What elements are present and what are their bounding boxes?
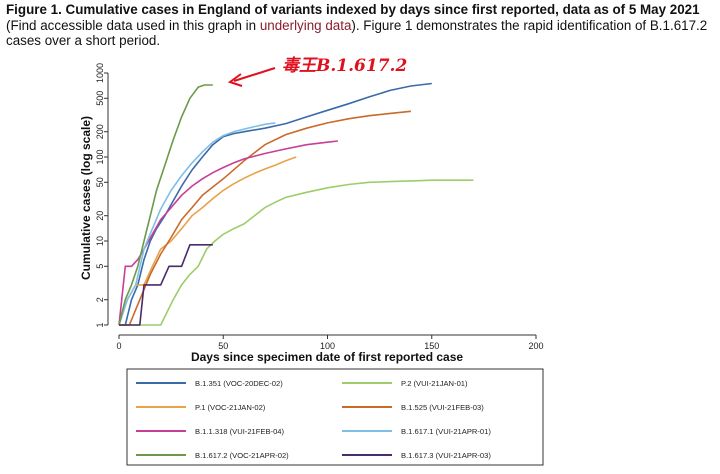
- y-axis-label: Cumulative cases (log scale): [79, 116, 93, 280]
- y-tick-label: 1: [95, 322, 105, 327]
- figure-title: Figure 1. Cumulative cases in England of…: [6, 2, 700, 17]
- x-tick-label: 200: [528, 341, 543, 351]
- annotation-arrow: [227, 67, 276, 87]
- x-tick-label: 150: [424, 341, 439, 351]
- annotation-label: 毒王B.1.617.2: [282, 56, 407, 76]
- legend-label: B.1.1.318 (VUI-21FEB-04): [195, 427, 285, 436]
- x-axis-label: Days since specimen date of first report…: [191, 350, 463, 364]
- y-tick-label: 50: [95, 177, 105, 187]
- legend-label: B.1.351 (VOC-20DEC-02): [195, 379, 283, 388]
- series-line-5: [118, 122, 276, 326]
- legend-label: B.1.617.3 (VUI-21APR-03): [401, 451, 491, 460]
- series-line-7: [119, 244, 213, 326]
- series-line-3: [119, 110, 411, 326]
- y-tick-label: 2: [95, 297, 105, 302]
- legend-label: B.1.617.2 (VOC-21APR-02): [195, 451, 289, 460]
- caption-line-2: (Find accessible data used in this graph…: [6, 17, 708, 33]
- y-tick-label: 20: [95, 211, 105, 221]
- x-tick-label: 50: [218, 341, 228, 351]
- figure-caption: Figure 1. Cumulative cases in England of…: [6, 2, 714, 49]
- axes: 0 50 100 150 200 1 2 5 10 20 50 100 200 500 1000: [95, 63, 544, 351]
- y-tick-label: 10: [95, 236, 105, 246]
- series-lines: [118, 82, 474, 326]
- legend: B.1.351 (VOC-20DEC-02) P.2 (VUI-21JAN-01)…: [126, 368, 544, 466]
- legend-label: P.1 (VOC-21JAN-02): [195, 403, 266, 412]
- series-line-1: [119, 179, 474, 326]
- y-tick-label: 1000: [95, 63, 105, 83]
- y-tick-label: 100: [95, 149, 105, 164]
- x-tick-label: 100: [320, 341, 335, 351]
- x-tick-label: 0: [116, 341, 121, 351]
- y-tick-label: 500: [95, 91, 105, 106]
- y-tick-label: 5: [95, 264, 105, 269]
- legend-label: P.2 (VUI-21JAN-01): [401, 379, 468, 388]
- series-line-0: [119, 82, 432, 326]
- series-line-6: [118, 84, 213, 326]
- y-tick-label: 200: [95, 124, 105, 139]
- series-line-2: [118, 156, 297, 326]
- legend-label: B.1.525 (VUI-21FEB-03): [401, 403, 484, 412]
- series-line-4: [118, 140, 338, 326]
- legend-label: B.1.617.1 (VUI-21APR-01): [401, 427, 491, 436]
- underlying-data-link[interactable]: underlying data: [259, 17, 352, 33]
- caption-line-3: cases over a short period.: [6, 33, 161, 48]
